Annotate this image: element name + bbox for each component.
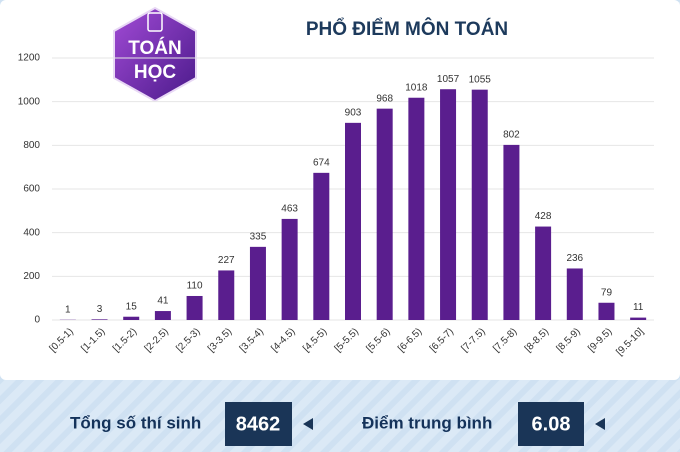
y-tick-label: 0 — [34, 315, 40, 326]
value-label: 674 — [313, 157, 330, 168]
chart-title: PHỔ ĐIỂM MÔN TOÁN — [306, 18, 508, 40]
calculator-icon — [147, 12, 163, 32]
value-label: 1018 — [405, 82, 428, 93]
stat-box — [225, 402, 292, 446]
bar — [313, 172, 330, 320]
value-label: 79 — [601, 287, 613, 298]
bar — [218, 270, 235, 320]
badge-text: HỌC — [134, 62, 177, 83]
value-label: 335 — [250, 231, 267, 242]
bar — [408, 97, 425, 320]
bar — [598, 302, 615, 320]
bar — [376, 108, 393, 320]
value-label: 428 — [535, 211, 552, 222]
bar — [630, 317, 647, 320]
bar — [535, 226, 552, 320]
chart-card — [0, 0, 680, 380]
value-label: 236 — [566, 253, 583, 264]
bar — [566, 268, 583, 320]
stat-box — [518, 402, 584, 446]
bar — [281, 218, 298, 320]
y-tick-label: 1200 — [18, 53, 41, 64]
y-tick-label: 600 — [23, 184, 40, 195]
value-label: 903 — [345, 107, 362, 118]
value-label: 227 — [218, 255, 235, 266]
value-label: 1057 — [437, 74, 460, 85]
y-tick-label: 200 — [23, 271, 40, 282]
stat-label: Điểm trung bình — [362, 413, 492, 432]
value-label: 41 — [157, 296, 169, 307]
bar — [249, 246, 266, 320]
badge-hexagon — [113, 6, 197, 103]
value-label: 802 — [503, 130, 520, 141]
value-label: 3 — [97, 304, 103, 315]
value-label: 15 — [126, 301, 138, 312]
y-tick-label: 1000 — [18, 96, 41, 107]
pointer — [303, 418, 313, 430]
bar — [471, 89, 488, 321]
value-label: 968 — [376, 93, 393, 104]
value-label: 1055 — [469, 74, 492, 85]
bar — [123, 316, 140, 320]
bar — [186, 295, 203, 320]
bar — [440, 89, 457, 320]
bar — [154, 311, 171, 320]
bar — [345, 122, 361, 320]
value-label: 110 — [187, 281, 203, 292]
stat-label: Tổng số thí sinh — [70, 413, 201, 432]
y-tick-label: 800 — [23, 140, 40, 151]
value-label: 1 — [65, 304, 71, 315]
badge-text: TOÁN — [128, 37, 181, 59]
y-tick-label: 400 — [23, 227, 40, 238]
bar — [91, 319, 108, 320]
value-label: 463 — [281, 204, 298, 215]
value-label: 11 — [633, 302, 644, 313]
stat-value: 6.08 — [532, 413, 571, 435]
stat-value: 8462 — [236, 413, 281, 435]
bar — [503, 144, 520, 320]
pointer — [595, 418, 605, 430]
